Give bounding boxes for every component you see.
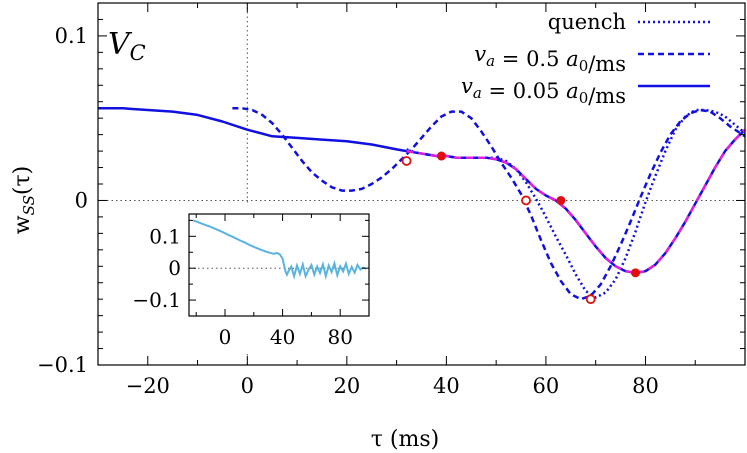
open-marker	[585, 294, 596, 305]
y-axis-title: wSS(τ)	[10, 166, 38, 234]
x-tick-label: 20	[333, 374, 360, 398]
inset-background	[110, 204, 373, 352]
open-marker	[521, 195, 531, 206]
y-tick-label: 0.1	[55, 24, 88, 48]
x-tick-label: 40	[433, 374, 460, 398]
inset-plot: 0 40 80 −0.1 0 0.1	[110, 204, 373, 352]
x-tick-label: 60	[533, 374, 560, 398]
inset-frame	[188, 213, 370, 317]
x-axis-title: τ (ms)	[371, 427, 439, 452]
marker-layer	[401, 151, 641, 305]
y-tick-label: 0	[75, 188, 88, 212]
inset-y-tick-label: −0.1	[132, 288, 181, 312]
series-overlay-line	[406, 128, 746, 275]
filled-marker	[436, 151, 446, 161]
inset-x-tick-label: 80	[327, 325, 352, 349]
legend-label: va = 0.5 a0/ms	[474, 42, 626, 76]
inset-y-tick-label: 0	[168, 256, 181, 280]
tick-layer	[97, 2, 746, 366]
inset-tick-layer: 0 40 80 −0.1 0 0.1	[132, 214, 370, 349]
series-line-dashed	[232, 107, 746, 301]
filled-marker	[556, 195, 566, 205]
x-tick-label: 80	[632, 374, 659, 398]
x-tick-label: 0	[241, 374, 254, 398]
open-marker	[401, 156, 412, 166]
inset-y-tick-label: 0.1	[149, 224, 181, 248]
inset-series-line	[192, 219, 367, 281]
inset-x-tick-label: 40	[270, 325, 295, 349]
y-tick-label: −0.1	[37, 353, 88, 377]
legend-label: va = 0.05 a0/ms	[461, 74, 626, 108]
x-tick-label: −20	[126, 374, 170, 398]
series-layer	[98, 107, 746, 301]
tick-label-layer: −20 0 20 40 60 80 −0.1 0 0.1	[37, 24, 659, 398]
filled-marker	[631, 268, 641, 278]
series-line-dotted	[406, 108, 746, 299]
main-plot: −20 0 20 40 60 80 −0.1 0 0.1	[37, 2, 746, 398]
legend-label: quench	[548, 10, 626, 34]
inset-x-tick-label: 0	[219, 325, 232, 349]
panel-label: VC	[108, 27, 146, 65]
